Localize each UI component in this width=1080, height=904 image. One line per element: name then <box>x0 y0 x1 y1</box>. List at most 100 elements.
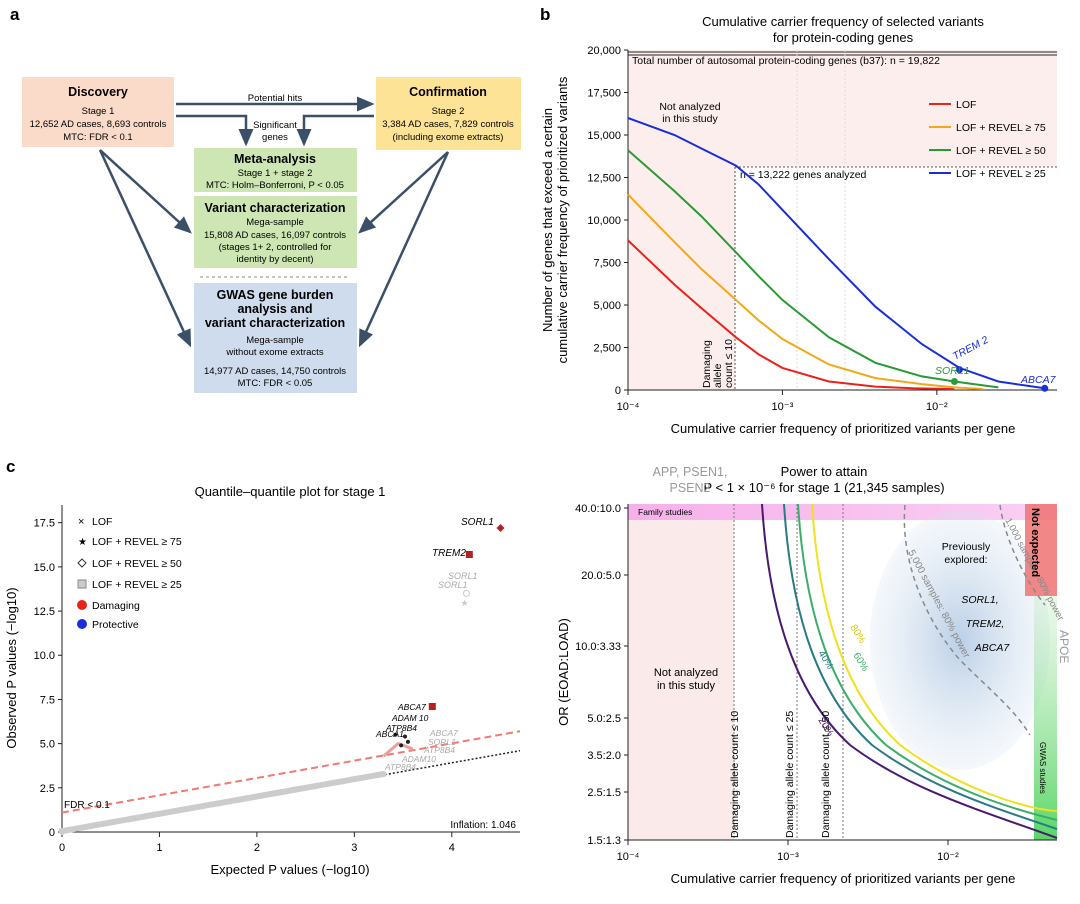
d-power-curve <box>761 503 1058 839</box>
variant-line: 15,808 AD cases, 16,097 controls <box>204 230 346 241</box>
b-ytick-label: 20,000 <box>587 45 621 57</box>
gwas-title: analysis and <box>237 302 312 316</box>
panel-d-title: P < 1 × 10⁻⁶ for stage 1 (21,345 samples… <box>703 480 944 495</box>
qq-point <box>428 703 436 711</box>
c-xtick-label: 3 <box>351 842 357 854</box>
damaging-label-25: Damaging allele count ≤ 25 <box>784 711 796 838</box>
apoe-label: APOE <box>1057 630 1071 663</box>
b-gene-point <box>1041 384 1049 392</box>
panel-letter-c: c <box>6 457 15 476</box>
discovery-title: Discovery <box>68 85 128 99</box>
b-series-line <box>627 193 984 390</box>
c-gene-label: ABCA7 <box>397 702 426 712</box>
d-xtick-label: 10⁻⁴ <box>617 851 640 863</box>
d-ytick-label: 5.0:2.5 <box>587 713 621 725</box>
c-legend-diamond-marker <box>77 558 87 568</box>
gwas-title: variant characterization <box>205 316 345 330</box>
c-xtick-label: 2 <box>254 842 260 854</box>
d-curves <box>761 503 1058 839</box>
b-ytick-label: 7,500 <box>593 258 621 270</box>
arrow-label-significant: Significant <box>253 120 297 131</box>
d-xlabel: Cumulative carrier frequency of prioriti… <box>671 871 1016 886</box>
variant-line: (stages 1+ 2, controlled for <box>219 242 332 253</box>
b-ytick-label: 10,000 <box>587 215 621 227</box>
c-gene-label: ABCA1 <box>375 729 404 739</box>
c-gene-label: ABCA7 <box>429 728 458 738</box>
b-xtick-label: 10⁻² <box>926 401 948 413</box>
panel-b-title: for protein-coding genes <box>773 30 914 45</box>
not-expected-label: Not expected <box>1029 508 1041 577</box>
arrow-confirmation-meta <box>296 114 374 147</box>
arrow-label-potential-hits: Potential hits <box>248 93 303 104</box>
qq-points <box>59 771 387 835</box>
confirmation-line: (including exome extracts) <box>393 132 504 143</box>
damaging-label: allele <box>712 363 724 388</box>
arrow-confirmation-variant <box>358 151 449 234</box>
d-power-curve <box>811 503 1058 812</box>
c-legend-lof-marker: × <box>78 516 84 528</box>
panel-b-title: Cumulative carrier frequency of selected… <box>702 14 984 29</box>
b-ytick-label: 0 <box>615 385 621 397</box>
b-xtick-label: 10⁻⁴ <box>617 401 640 413</box>
d-ytick-label: 3.5:2.0 <box>587 750 621 762</box>
d-not-analyzed: in this study <box>657 680 716 692</box>
gwas-title: GWAS gene burden <box>217 288 334 302</box>
gwas-line: without exome extracts <box>225 347 323 358</box>
arrow-label-significant: genes <box>262 132 288 143</box>
discovery-line: Stage 1 <box>82 106 115 117</box>
c-legend-item: LOF + REVEL ≥ 50 <box>92 558 182 570</box>
damaging-label-10: Damaging allele count ≤ 10 <box>729 711 741 838</box>
b-legend-label: LOF + REVEL ≥ 25 <box>956 168 1046 180</box>
d-y-ticks: 1.5:1.3 2.5:1.5 3.5:2.0 5.0:2.5 10.0:3.33 20.… <box>575 503 628 847</box>
c-legend-star-marker: ★ <box>78 537 87 548</box>
variant-title: Variant characterization <box>204 201 345 215</box>
panel-a: a Discovery Stage 1 12,652 AD cases, 8,6… <box>10 5 521 393</box>
c-y-ticks: 0 2.5 5.0 7.5 10.0 12.5 15.0 17.5 <box>34 518 62 839</box>
gwas-line: 14,977 AD cases, 14,750 controls <box>204 366 346 377</box>
d-xtick-label: 10⁻³ <box>777 851 799 863</box>
c-gene-label: ADAM10 <box>401 754 436 764</box>
b-ytick-label: 17,500 <box>587 88 621 100</box>
c-ytick-label: 17.5 <box>34 518 55 530</box>
qq-point <box>405 739 410 744</box>
c-legend-item: LOF <box>92 516 112 528</box>
panel-letter-b: b <box>540 5 550 24</box>
b-series-line <box>627 149 999 389</box>
gwas-line: MTC: FDR < 0.05 <box>238 378 313 389</box>
previously-explored-region <box>870 510 1050 770</box>
c-legend-item: LOF + REVEL ≥ 25 <box>92 579 182 591</box>
c-gene-label: ATP8B4 <box>385 723 417 733</box>
b-series-line <box>627 239 955 391</box>
inflation-label: Inflation: 1.046 <box>450 820 516 831</box>
dashed-5000 <box>903 504 1031 736</box>
not-analyzed-label: Not analyzed <box>659 101 720 113</box>
meta-title: Meta-analysis <box>234 152 316 166</box>
meta-line: Stage 1 + stage 2 <box>238 168 313 179</box>
panel-c: c Quantile–quantile plot for stage 1 0 2.… <box>4 457 521 877</box>
c-legend-square-marker <box>77 579 87 589</box>
qq-point: ★ <box>460 598 468 608</box>
d-x-ticks: 10⁻⁴ 10⁻³ 10⁻² <box>617 840 959 863</box>
c-ytick-label: 15.0 <box>34 562 55 574</box>
analyzed-region <box>735 167 1057 390</box>
power-label-60: 60% <box>850 651 870 674</box>
not-analyzed-label: in this study <box>662 113 718 125</box>
abca7-label: ABCA7 <box>1020 374 1057 386</box>
c-plot: ★ <box>59 523 521 835</box>
b-ytick-label: 15,000 <box>587 130 621 142</box>
c-gene-label: ADAM 10 <box>391 713 429 723</box>
gwas-box <box>194 283 357 393</box>
c-legend-item: Protective <box>92 619 139 631</box>
c-gene-label: SORL1 <box>428 737 456 747</box>
variant-box <box>194 196 357 268</box>
c-xtick-label: 4 <box>449 842 455 854</box>
d-ylabel: OR (EOAD:LOAD) <box>556 618 571 726</box>
c-gene-label: TREM2 <box>432 548 466 559</box>
d-ytick-label: 20.0:5.0 <box>581 570 621 582</box>
qq-point <box>465 550 473 558</box>
b-gene-point <box>955 366 963 374</box>
meta-line: MTC: Holm–Bonferroni, P < 0.05 <box>206 180 344 191</box>
c-xlabel: Expected P values (−log10) <box>210 862 369 877</box>
